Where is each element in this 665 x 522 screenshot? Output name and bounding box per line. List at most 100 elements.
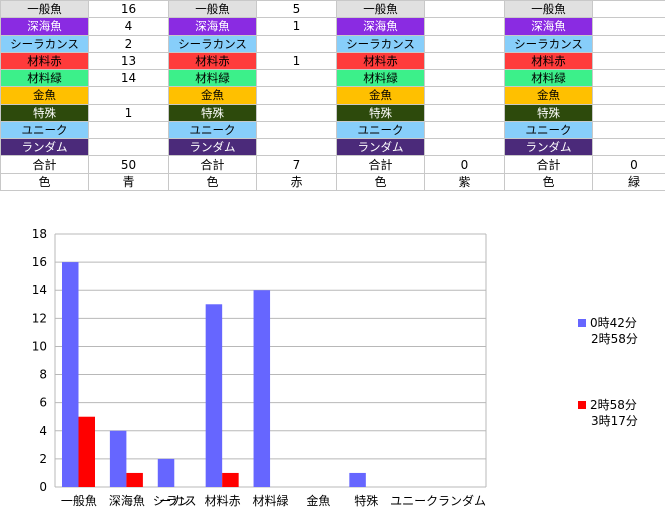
value-cell[interactable] (593, 104, 665, 121)
category-cell[interactable]: 特殊 (505, 104, 593, 121)
value-cell[interactable] (425, 139, 505, 156)
category-cell[interactable]: 深海魚 (1, 18, 89, 35)
bar (349, 473, 366, 487)
value-cell[interactable] (425, 52, 505, 69)
category-cell[interactable]: ユニーク (337, 121, 425, 138)
category-cell[interactable]: 特殊 (169, 104, 257, 121)
total-label-cell[interactable]: 合計 (505, 156, 593, 173)
total-value-cell[interactable]: 7 (257, 156, 337, 173)
category-cell[interactable]: 金魚 (169, 87, 257, 104)
value-cell[interactable]: 14 (89, 70, 169, 87)
value-cell[interactable] (425, 1, 505, 18)
legend-label: 0時42分 (590, 316, 637, 330)
bar (206, 304, 223, 487)
category-cell[interactable]: ランダム (169, 139, 257, 156)
legend-label: 2時58分 (590, 398, 637, 412)
value-cell[interactable] (593, 52, 665, 69)
category-cell[interactable]: ランダム (1, 139, 89, 156)
category-cell[interactable]: 一般魚 (337, 1, 425, 18)
category-cell[interactable]: 材料赤 (169, 52, 257, 69)
category-cell[interactable]: 深海魚 (169, 18, 257, 35)
category-cell[interactable]: 特殊 (1, 104, 89, 121)
value-cell[interactable] (593, 18, 665, 35)
y-tick-label: 0 (39, 480, 47, 494)
total-value-cell[interactable]: 50 (89, 156, 169, 173)
value-cell[interactable] (89, 87, 169, 104)
total-value-cell[interactable]: 0 (593, 156, 665, 173)
category-cell[interactable]: ユニーク (1, 121, 89, 138)
category-cell[interactable]: シーラカンス (337, 35, 425, 52)
category-cell[interactable]: 材料赤 (1, 52, 89, 69)
bar (79, 417, 96, 487)
value-cell[interactable] (593, 70, 665, 87)
category-cell[interactable]: 一般魚 (169, 1, 257, 18)
value-cell[interactable]: 1 (257, 18, 337, 35)
value-cell[interactable] (593, 121, 665, 138)
value-cell[interactable]: 5 (257, 1, 337, 18)
x-tick-label: シーラカンス (153, 494, 197, 508)
category-cell[interactable]: ユニーク (505, 121, 593, 138)
value-cell[interactable] (593, 139, 665, 156)
category-cell[interactable]: 材料赤 (337, 52, 425, 69)
category-cell[interactable]: 金魚 (1, 87, 89, 104)
category-cell[interactable]: 材料緑 (337, 70, 425, 87)
category-cell[interactable]: シーラカンス (505, 35, 593, 52)
value-cell[interactable] (257, 121, 337, 138)
value-cell[interactable] (425, 121, 505, 138)
category-cell[interactable]: 一般魚 (505, 1, 593, 18)
color-label-cell[interactable]: 色 (1, 173, 89, 190)
value-cell[interactable]: 16 (89, 1, 169, 18)
total-label-cell[interactable]: 合計 (337, 156, 425, 173)
color-value-cell[interactable]: 青 (89, 173, 169, 190)
category-cell[interactable]: ランダム (505, 139, 593, 156)
color-value-cell[interactable]: 赤 (257, 173, 337, 190)
value-cell[interactable] (425, 104, 505, 121)
value-cell[interactable]: 13 (89, 52, 169, 69)
value-cell[interactable] (257, 104, 337, 121)
category-cell[interactable]: 材料緑 (169, 70, 257, 87)
color-label-cell[interactable]: 色 (505, 173, 593, 190)
category-cell[interactable]: 特殊 (337, 104, 425, 121)
y-tick-label: 4 (39, 424, 47, 438)
color-label-cell[interactable]: 色 (169, 173, 257, 190)
category-cell[interactable]: 材料緑 (505, 70, 593, 87)
color-value-cell[interactable]: 紫 (425, 173, 505, 190)
value-cell[interactable] (89, 139, 169, 156)
value-cell[interactable] (593, 35, 665, 52)
value-cell[interactable] (425, 87, 505, 104)
value-cell[interactable] (257, 35, 337, 52)
category-cell[interactable]: 深海魚 (505, 18, 593, 35)
value-cell[interactable] (425, 35, 505, 52)
y-tick-label: 10 (32, 339, 47, 353)
value-cell[interactable] (425, 18, 505, 35)
category-cell[interactable]: 材料緑 (1, 70, 89, 87)
value-cell[interactable]: 1 (89, 104, 169, 121)
value-cell[interactable]: 1 (257, 52, 337, 69)
value-cell[interactable] (257, 139, 337, 156)
category-cell[interactable]: ランダム (337, 139, 425, 156)
value-cell[interactable] (89, 121, 169, 138)
category-cell[interactable]: 金魚 (505, 87, 593, 104)
x-tick-label: ランダム (438, 493, 486, 508)
color-value-cell[interactable]: 緑 (593, 173, 665, 190)
color-label-cell[interactable]: 色 (337, 173, 425, 190)
category-cell[interactable]: シーラカンス (1, 35, 89, 52)
value-cell[interactable] (425, 70, 505, 87)
x-tick-label: 材料赤 (205, 494, 241, 508)
value-cell[interactable]: 2 (89, 35, 169, 52)
category-cell[interactable]: 材料赤 (505, 52, 593, 69)
value-cell[interactable] (593, 87, 665, 104)
total-label-cell[interactable]: 合計 (1, 156, 89, 173)
value-cell[interactable] (257, 87, 337, 104)
category-cell[interactable]: 深海魚 (337, 18, 425, 35)
total-label-cell[interactable]: 合計 (169, 156, 257, 173)
category-cell[interactable]: シーラカンス (169, 35, 257, 52)
value-cell[interactable] (257, 70, 337, 87)
table-row: 金魚 金魚 金魚 金魚 (1, 87, 665, 104)
category-cell[interactable]: 一般魚 (1, 1, 89, 18)
value-cell[interactable] (593, 1, 665, 18)
category-cell[interactable]: 金魚 (337, 87, 425, 104)
category-cell[interactable]: ユニーク (169, 121, 257, 138)
value-cell[interactable]: 4 (89, 18, 169, 35)
total-value-cell[interactable]: 0 (425, 156, 505, 173)
